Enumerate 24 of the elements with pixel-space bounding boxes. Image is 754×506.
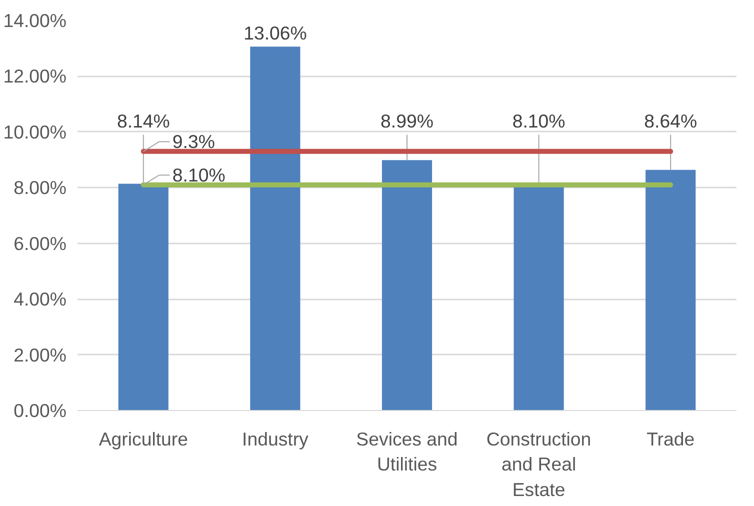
bar xyxy=(646,170,696,410)
bar xyxy=(382,160,432,410)
bar xyxy=(118,184,168,410)
y-tick-label: 0.00% xyxy=(14,400,67,421)
data-label: 8.14% xyxy=(116,110,170,132)
x-tick-label: Trade xyxy=(646,428,695,450)
data-label: 8.10% xyxy=(512,110,566,132)
data-label: 9.3% xyxy=(172,131,215,152)
bar xyxy=(250,46,300,410)
y-tick-label: 6.00% xyxy=(14,232,67,254)
y-tick-label: 8.00% xyxy=(14,177,67,198)
data-label: 13.06% xyxy=(244,22,307,44)
data-label: 8.99% xyxy=(380,110,434,132)
x-tick-label: Industry xyxy=(242,428,310,450)
y-tick-label: 2.00% xyxy=(14,344,67,366)
x-tick-label: Construction and Real Estate xyxy=(486,428,592,500)
data-label: 8.64% xyxy=(644,110,698,132)
y-tick-label: 10.00% xyxy=(3,121,67,142)
y-tick-label: 4.00% xyxy=(14,288,67,310)
y-tick-label: 12.00% xyxy=(3,66,67,87)
x-tick-label: Sevices and Utilities xyxy=(356,428,458,475)
x-tick-label: Agriculture xyxy=(98,428,188,450)
data-label: 8.10% xyxy=(172,164,226,186)
y-tick-label: 14.00% xyxy=(3,10,67,31)
